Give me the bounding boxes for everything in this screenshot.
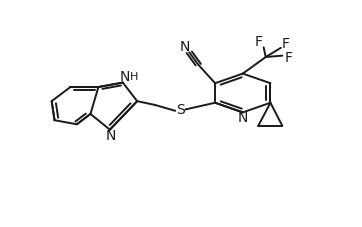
Text: N: N bbox=[180, 40, 190, 54]
Text: F: F bbox=[254, 35, 262, 49]
Text: H: H bbox=[130, 72, 139, 82]
Text: N: N bbox=[237, 111, 248, 125]
Text: N: N bbox=[105, 129, 116, 143]
Text: N: N bbox=[119, 70, 130, 84]
Text: F: F bbox=[281, 37, 289, 51]
Text: F: F bbox=[285, 51, 293, 65]
Text: S: S bbox=[176, 103, 185, 117]
